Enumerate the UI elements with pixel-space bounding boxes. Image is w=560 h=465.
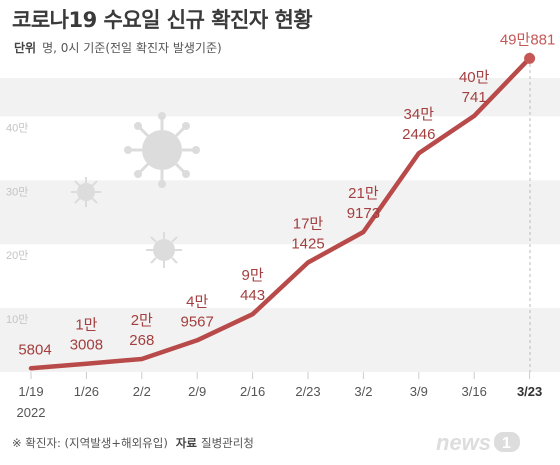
y-tick-label: 30만: [6, 185, 28, 198]
virus-icon: [124, 112, 200, 188]
x-axis-ticks: [30, 372, 531, 379]
data-point: [524, 52, 536, 64]
data-label: 4만: [186, 293, 208, 310]
unit-label: 단위: [14, 41, 37, 55]
data-label: 9만: [242, 267, 264, 284]
y-tick-label: 40만: [6, 121, 28, 134]
x-tick-label: 3/9: [410, 384, 428, 399]
data-label: 1만: [75, 317, 97, 334]
unit-note: 단위 명, 0시 기준(전일 확진자 발생기준): [14, 39, 222, 56]
svg-text:news: news: [436, 430, 491, 455]
svg-text:1: 1: [502, 435, 511, 452]
x-tick-label: 3/23: [517, 384, 542, 399]
data-label: 17만: [293, 215, 324, 232]
x-tick-label: 1/26: [74, 384, 99, 399]
background-band: [0, 78, 560, 117]
unit-text: 명, 0시 기준(전일 확진자 발생기준): [42, 41, 222, 55]
source-note: ※ 확진자: (지역발생+해외유입) 자료 질병관리청: [12, 435, 254, 451]
source-label: 자료: [175, 436, 197, 450]
data-label: 443: [240, 287, 265, 304]
y-tick-label: 20만: [6, 249, 28, 262]
data-label: 49만881: [500, 31, 556, 48]
data-label: 1425: [291, 235, 324, 252]
data-label: 268: [129, 332, 154, 349]
data-label: 2446: [402, 126, 435, 143]
news1-logo: news 1: [436, 430, 520, 455]
y-tick-label: 10만: [6, 313, 28, 326]
x-tick-labels: 1/19 1/26 2/2 2/9 2/16 2/23 3/2 3/9 3/16 3/23: [18, 384, 542, 399]
data-label: 9567: [181, 313, 214, 330]
virus-icon: [71, 177, 101, 207]
x-tick-label: 2/16: [240, 384, 265, 399]
data-label: 9173: [347, 205, 380, 222]
x-tick-label: 2/2: [133, 384, 151, 399]
x-tick-label: 2/23: [295, 384, 320, 399]
x-tick-label: 3/16: [462, 384, 487, 399]
series-layer: 5804 1만 3008 2만 268 4만 9567 9만 443 17만 1425 21만 9173…: [18, 31, 556, 371]
series-line: [28, 56, 532, 371]
x-tick-label: 2/9: [188, 384, 206, 399]
y-tick-labels: 10만 20만 30만 40만: [6, 121, 28, 326]
data-label: 741: [462, 89, 487, 106]
year-label: 2022: [17, 405, 46, 420]
data-label: 3008: [70, 337, 103, 354]
page-title: 코로나19 수요일 신규 확진자 현황: [12, 8, 313, 32]
virus-decoration: [71, 112, 200, 268]
data-label: 5804: [18, 341, 51, 358]
data-label: 34만: [404, 106, 435, 123]
x-tick-label: 3/2: [354, 384, 372, 399]
x-tick-label: 1/19: [18, 384, 43, 399]
footnote: ※ 확진자: (지역발생+해외유입): [12, 436, 168, 450]
data-label: 2만: [131, 312, 153, 329]
virus-icon: [146, 232, 182, 268]
data-label: 40만: [459, 69, 490, 86]
source-text: 질병관리청: [200, 436, 254, 450]
data-label: 21만: [348, 185, 379, 202]
